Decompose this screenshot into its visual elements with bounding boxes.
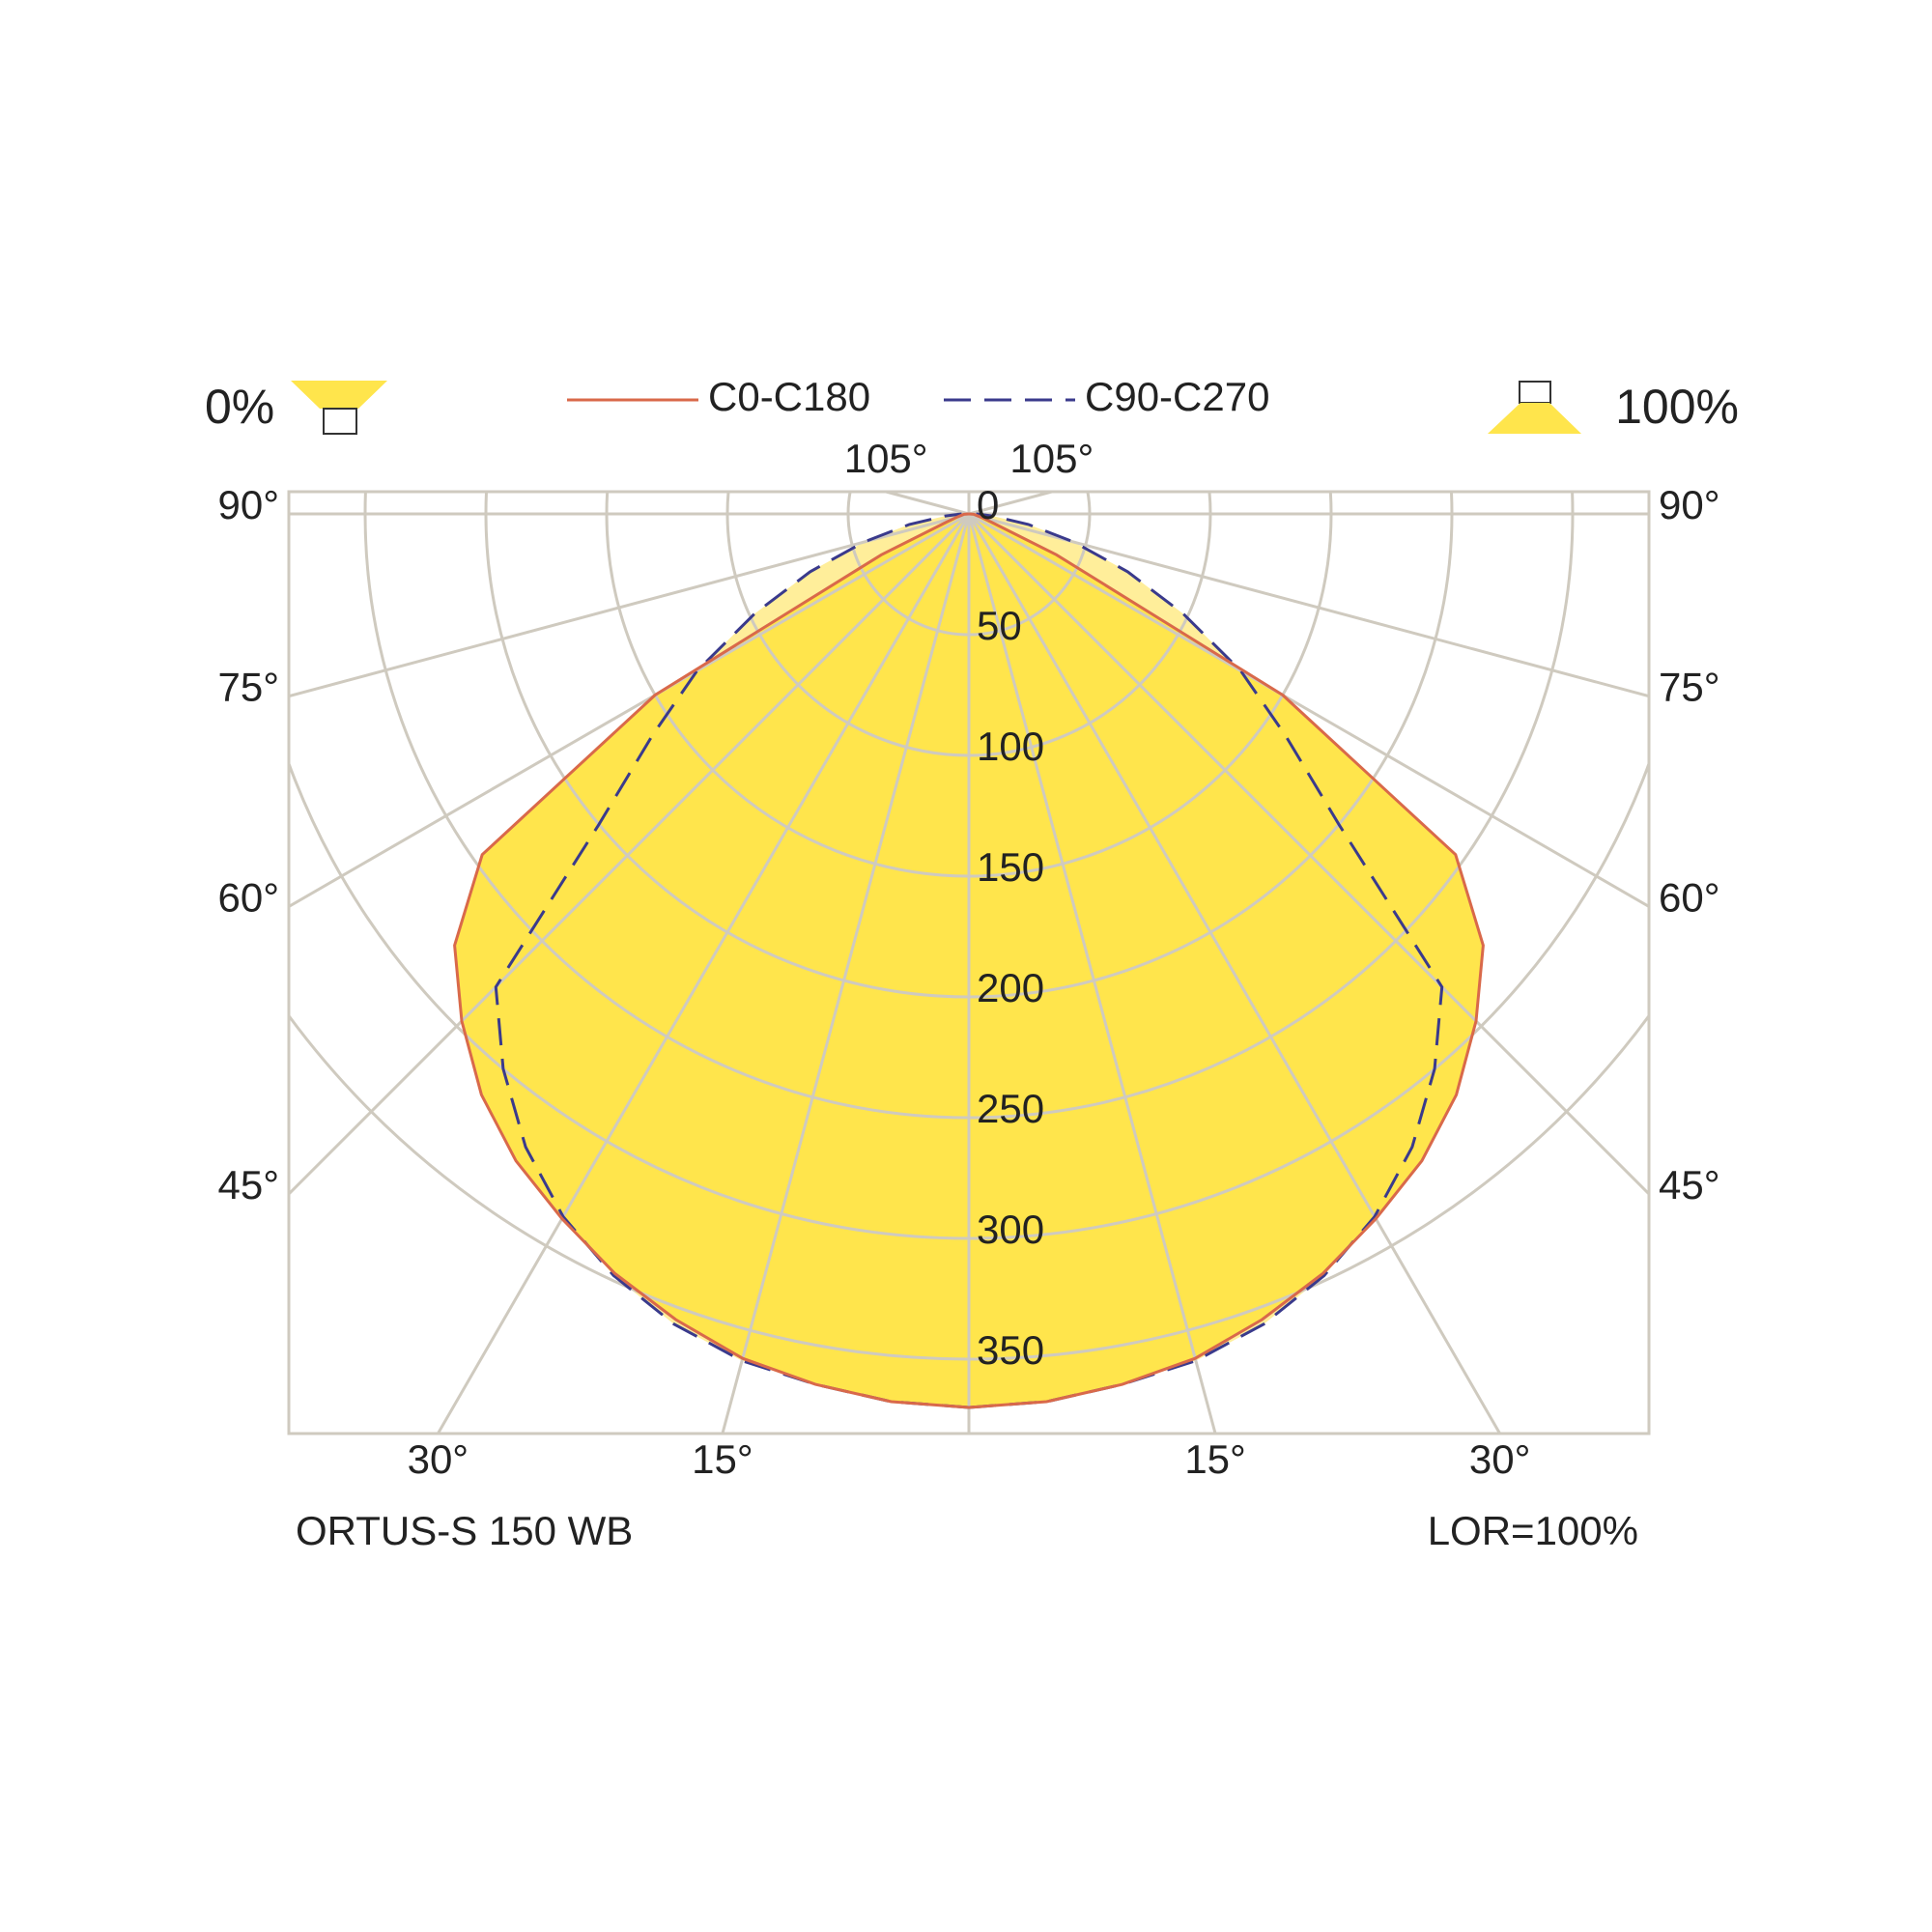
grid-spoke [289, 512, 970, 908]
r-tick-label: 50 [977, 603, 1022, 648]
angle-tick-label: 45° [217, 1162, 279, 1208]
r-tick-label: 350 [977, 1327, 1044, 1373]
angle-tick-label: 90° [1659, 482, 1720, 527]
labels: 0 50 100 150 200 250 300 350 15° 15° 30° 30° 45° 45° 6… [217, 436, 1719, 1482]
grid [289, 492, 1649, 1434]
r-tick-label: 250 [977, 1086, 1044, 1131]
upward-icon-box [323, 408, 357, 435]
series-line [968, 512, 1485, 1409]
grid-spoke [289, 512, 970, 698]
legend-label: C0-C180 [708, 374, 870, 419]
grid-spoke [885, 492, 970, 516]
upward-icon [291, 381, 387, 409]
downward-label: 100% [1615, 380, 1739, 434]
lines [453, 512, 1485, 1409]
series-line [494, 512, 970, 1409]
grid-spoke [289, 512, 971, 1196]
plot-frame [287, 490, 1651, 1435]
luminaire-name: ORTUS-S 150 WB [296, 1508, 633, 1553]
downward-icon [1488, 403, 1581, 434]
angle-tick-label: 15° [1184, 1436, 1246, 1482]
r-tick-label: 0 [977, 482, 999, 527]
upward-label: 0% [205, 380, 274, 434]
angle-tick-label: 75° [217, 665, 279, 710]
grid-spoke [968, 512, 1649, 908]
r-tick-label: 100 [977, 724, 1044, 769]
r-tick-label: 200 [977, 965, 1044, 1010]
angle-tick-label: 45° [1659, 1162, 1720, 1208]
grid-spoke [967, 512, 1649, 1196]
r-tick-label: 150 [977, 844, 1044, 890]
grid-spoke [721, 513, 971, 1434]
angle-tick-label: 60° [1659, 875, 1720, 921]
grid-spoke [968, 492, 1053, 516]
angle-tick-label: 105° [1009, 436, 1094, 481]
grid-spoke [967, 513, 1217, 1434]
angle-tick-label: 60° [217, 875, 279, 921]
legend: C0-C180 C90-C270 [567, 374, 1269, 419]
grid-spoke [968, 512, 1649, 698]
legend-label: C90-C270 [1085, 374, 1269, 419]
r-tick-label: 300 [977, 1207, 1044, 1252]
angle-tick-label: 15° [692, 1436, 753, 1482]
lor-label: LOR=100% [1428, 1508, 1638, 1553]
angle-tick-label: 30° [408, 1436, 469, 1482]
angle-tick-label: 90° [217, 482, 279, 527]
downward-icon-box [1519, 381, 1551, 404]
angle-tick-label: 105° [844, 436, 928, 481]
series-line [968, 512, 1444, 1409]
angle-tick-label: 30° [1469, 1436, 1531, 1482]
grid-spoke [437, 513, 971, 1434]
grid-spoke [967, 513, 1501, 1434]
series-line [453, 512, 970, 1409]
angle-tick-label: 75° [1659, 665, 1720, 710]
